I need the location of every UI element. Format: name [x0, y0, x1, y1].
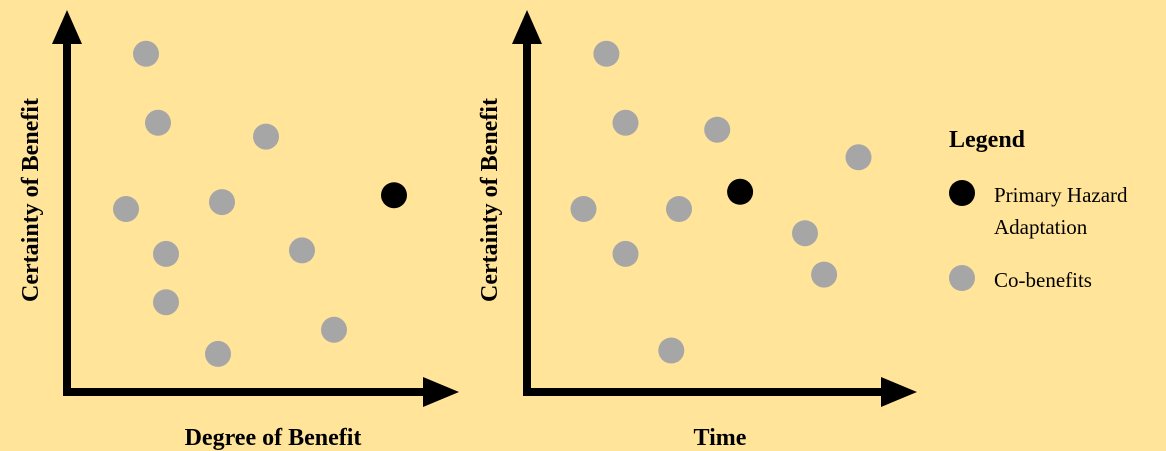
left-cobenefit-point-8 [153, 289, 179, 316]
right-cobenefit-point-6 [845, 144, 872, 171]
left-cobenefit-point-2 [145, 109, 171, 136]
left-y-axis-arrowhead [52, 10, 82, 44]
left-plot-points [113, 40, 407, 367]
right-cobenefit-point-8 [811, 261, 838, 288]
right-cobenefit-point-9 [612, 240, 639, 267]
legend-primary-marker [949, 180, 975, 206]
right-cobenefit-point-4 [570, 196, 597, 222]
left-panel: Degree of Benefit Certainty of Benefit [18, 10, 459, 451]
left-cobenefit-point-5 [209, 189, 235, 216]
legend-primary-label-line2: Adaptation [994, 215, 1088, 239]
left-cobenefit-point-9 [321, 316, 347, 343]
right-cobenefit-point-2 [612, 109, 639, 136]
left-x-axis-arrowhead [423, 377, 459, 407]
legend-cobenefit-label: Co-benefits [994, 268, 1092, 292]
left-cobenefit-point-10 [205, 340, 231, 367]
right-y-axis-label: Certainty of Benefit [477, 98, 503, 302]
left-cobenefit-point-3 [253, 123, 279, 150]
legend-cobenefit-marker [949, 265, 975, 291]
left-y-axis-label: Certainty of Benefit [18, 98, 44, 302]
right-primary-point-1 [727, 178, 754, 205]
right-cobenefit-point-3 [704, 116, 731, 143]
left-cobenefit-point-4 [113, 196, 139, 222]
right-x-axis-arrowhead [881, 377, 917, 407]
right-x-axis-label: Time [694, 425, 747, 451]
left-x-axis-label: Degree of Benefit [185, 425, 362, 451]
left-primary-point-1 [381, 182, 407, 209]
left-cobenefit-point-6 [153, 240, 179, 267]
right-y-axis-arrowhead [512, 10, 542, 44]
legend-title: Legend [949, 127, 1026, 153]
right-cobenefit-point-5 [666, 196, 692, 222]
right-cobenefit-point-1 [593, 40, 620, 67]
right-panel: Time Certainty of Benefit [477, 10, 917, 451]
left-cobenefit-point-1 [133, 40, 159, 67]
left-cobenefit-point-7 [289, 237, 315, 264]
right-cobenefit-point-7 [792, 220, 818, 247]
legend-primary-label-line1: Primary Hazard [994, 183, 1128, 207]
right-cobenefit-point-10 [658, 337, 685, 364]
right-plot-points [570, 40, 872, 364]
legend: Legend Primary Hazard Adaptation Co-bene… [949, 127, 1128, 292]
